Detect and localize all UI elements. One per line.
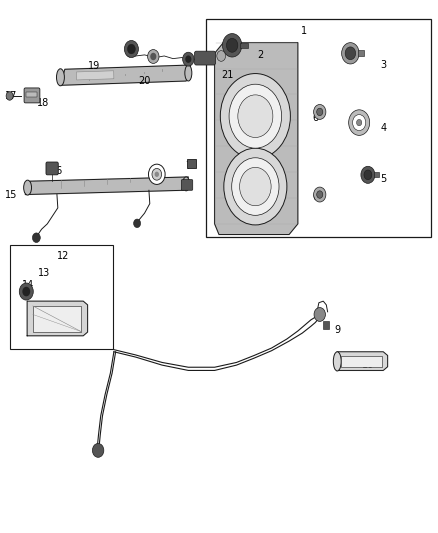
Polygon shape — [215, 43, 298, 235]
Bar — [187, 159, 196, 168]
FancyBboxPatch shape — [46, 162, 58, 175]
Circle shape — [361, 166, 375, 183]
Circle shape — [342, 43, 359, 64]
Circle shape — [185, 55, 191, 63]
Text: 1: 1 — [301, 26, 307, 36]
Text: 12: 12 — [57, 251, 70, 261]
Circle shape — [357, 119, 362, 126]
Bar — [374, 172, 379, 177]
Text: 3: 3 — [380, 60, 386, 70]
Text: 21: 21 — [222, 70, 234, 79]
Bar — [26, 92, 37, 97]
Bar — [33, 306, 81, 332]
Circle shape — [183, 52, 194, 66]
Text: 17: 17 — [5, 91, 17, 101]
Circle shape — [317, 191, 323, 198]
Text: 5: 5 — [380, 174, 386, 183]
Polygon shape — [337, 352, 388, 370]
Ellipse shape — [24, 180, 32, 195]
Polygon shape — [25, 177, 188, 195]
Text: 18: 18 — [37, 99, 49, 108]
Circle shape — [124, 41, 138, 58]
Text: 8: 8 — [151, 170, 157, 180]
Text: 15: 15 — [5, 190, 17, 199]
Bar — [77, 71, 114, 80]
Bar — [341, 356, 382, 367]
Circle shape — [220, 74, 290, 159]
Circle shape — [92, 443, 104, 457]
Circle shape — [19, 283, 33, 300]
Bar — [323, 321, 329, 329]
Circle shape — [6, 92, 13, 100]
Circle shape — [314, 187, 326, 202]
Ellipse shape — [185, 65, 192, 81]
Circle shape — [226, 38, 238, 52]
Text: 7: 7 — [185, 161, 191, 171]
Text: 10: 10 — [362, 360, 374, 370]
Circle shape — [22, 287, 30, 296]
Circle shape — [240, 167, 271, 206]
Circle shape — [155, 172, 159, 177]
FancyBboxPatch shape — [24, 88, 40, 103]
Text: 14: 14 — [22, 280, 35, 290]
Circle shape — [232, 158, 279, 215]
Circle shape — [353, 115, 366, 131]
Polygon shape — [27, 301, 88, 336]
Ellipse shape — [183, 177, 190, 191]
Text: 9: 9 — [334, 326, 340, 335]
Circle shape — [317, 108, 323, 116]
Circle shape — [32, 233, 40, 243]
Circle shape — [150, 53, 156, 60]
Text: 13: 13 — [38, 268, 50, 278]
Circle shape — [152, 168, 162, 180]
FancyBboxPatch shape — [181, 180, 193, 190]
Circle shape — [238, 95, 273, 138]
Circle shape — [349, 110, 370, 135]
Circle shape — [229, 84, 282, 148]
Ellipse shape — [333, 352, 341, 371]
FancyBboxPatch shape — [194, 51, 215, 65]
Bar — [10, 245, 113, 349]
Circle shape — [345, 47, 356, 60]
Bar — [358, 50, 364, 56]
Text: 2: 2 — [258, 51, 264, 60]
Text: 6: 6 — [312, 192, 318, 202]
Bar — [240, 43, 248, 48]
Circle shape — [314, 308, 325, 321]
Text: 6: 6 — [312, 114, 318, 123]
Circle shape — [217, 51, 226, 61]
Polygon shape — [60, 65, 191, 85]
Text: 4: 4 — [380, 123, 386, 133]
Ellipse shape — [57, 69, 64, 86]
Circle shape — [148, 50, 159, 63]
Circle shape — [364, 170, 372, 180]
Circle shape — [314, 104, 326, 119]
Circle shape — [134, 219, 141, 228]
Circle shape — [223, 34, 242, 57]
Text: 20: 20 — [138, 76, 151, 86]
Circle shape — [127, 44, 135, 54]
Circle shape — [224, 148, 287, 225]
Text: 16: 16 — [51, 166, 63, 175]
Circle shape — [148, 164, 165, 184]
Text: 19: 19 — [88, 61, 100, 70]
Bar — [206, 19, 431, 237]
